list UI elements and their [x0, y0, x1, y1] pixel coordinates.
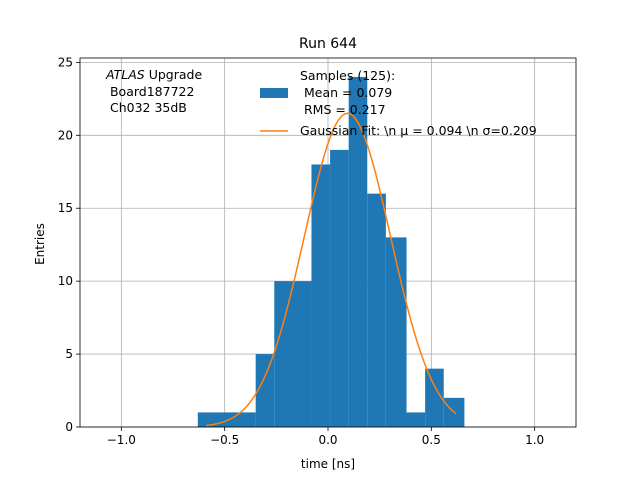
annotation-rest: Upgrade — [145, 67, 203, 82]
x-tick-label: −0.5 — [210, 433, 239, 447]
x-tick-label: 0.5 — [422, 433, 441, 447]
y-tick-label: 5 — [65, 347, 73, 361]
x-tick-label: 1.0 — [525, 433, 544, 447]
annotation-line-3: Ch032 35dB — [106, 100, 187, 115]
histogram-bar — [330, 149, 349, 427]
histogram-bar — [367, 193, 386, 427]
annotation-italic-word: ATLAS — [105, 67, 145, 82]
annotation-line-1: ATLAS Upgrade — [105, 67, 202, 82]
legend: Samples (125): Mean = 0.079 RMS = 0.217 … — [260, 68, 537, 138]
x-axis-ticks: −1.0 −0.5 0.0 0.5 1.0 — [107, 427, 544, 447]
histogram-bar — [311, 164, 331, 428]
y-tick-label: 25 — [58, 55, 73, 69]
histogram-bar — [274, 281, 312, 427]
histogram-bars — [197, 76, 465, 428]
y-axis-label: Entries — [33, 223, 47, 265]
legend-fit-label: Gaussian Fit: \n μ = 0.094 \n σ=0.209 — [300, 123, 537, 138]
y-tick-label: 15 — [58, 201, 73, 215]
histogram-bar — [197, 412, 256, 427]
chart-title: Run 644 — [299, 36, 357, 52]
legend-histogram-line-1: Samples (125): — [300, 68, 395, 83]
gaussian-fit-line — [205, 112, 457, 427]
legend-histogram-line-3: RMS = 0.217 — [300, 102, 386, 117]
histogram-bar — [385, 237, 407, 427]
legend-histogram-line-2: Mean = 0.079 — [300, 85, 392, 100]
y-tick-label: 10 — [58, 274, 73, 288]
atlas-annotation: ATLAS Upgrade Board187722 Ch032 35dB — [105, 67, 202, 115]
y-axis-ticks: 0 5 10 15 20 25 — [58, 55, 80, 434]
histogram-bar — [348, 76, 368, 427]
x-tick-label: 0.0 — [318, 433, 337, 447]
histogram-bar — [406, 412, 426, 427]
histogram-bar — [425, 368, 444, 427]
annotation-line-2: Board187722 — [106, 84, 194, 99]
legend-histogram-swatch — [260, 88, 288, 98]
y-tick-label: 0 — [65, 420, 73, 434]
y-tick-label: 20 — [58, 128, 73, 142]
histogram-bar — [255, 354, 275, 427]
x-tick-label: −1.0 — [107, 433, 136, 447]
x-axis-label: time [ns] — [301, 457, 355, 471]
